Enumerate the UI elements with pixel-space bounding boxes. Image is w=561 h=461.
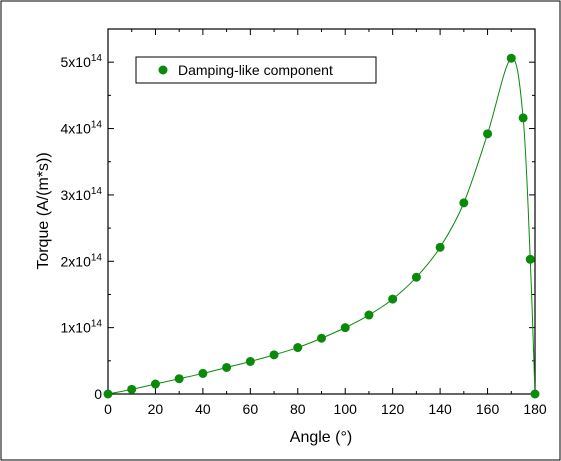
legend-box bbox=[135, 56, 377, 84]
data-point bbox=[174, 374, 184, 384]
y-tick-label-base: 3x10 bbox=[61, 187, 92, 203]
data-point bbox=[483, 129, 493, 139]
ticks bbox=[107, 29, 536, 395]
x-tick-labels: 0 20 40 60 80 100 120 140 160 180 bbox=[104, 401, 547, 417]
x-tick-label: 120 bbox=[381, 401, 405, 417]
data-point bbox=[269, 350, 279, 360]
legend: Damping-like component bbox=[135, 56, 377, 84]
data-point bbox=[150, 379, 160, 389]
series-fit-line bbox=[107, 57, 536, 395]
x-axis-title: Angle (°) bbox=[290, 429, 352, 446]
y-tick-label-base: 4x10 bbox=[61, 121, 92, 137]
data-point bbox=[530, 389, 540, 399]
data-point bbox=[506, 53, 516, 63]
data-point bbox=[411, 272, 421, 282]
data-point bbox=[103, 389, 113, 399]
x-tick-label: 40 bbox=[195, 401, 211, 417]
y-tick-label: 5x1014 bbox=[61, 53, 103, 70]
y-tick-label: 2x1014 bbox=[61, 252, 103, 269]
y-tick-label-base: 0 bbox=[94, 386, 102, 402]
x-tick-label: 60 bbox=[243, 401, 259, 417]
y-tick-label-exponent: 14 bbox=[91, 252, 103, 263]
x-tick-label: 160 bbox=[476, 401, 500, 417]
y-axis-title: Torque (A/(m*s)) bbox=[35, 152, 52, 269]
data-point bbox=[459, 198, 469, 208]
x-tick-label: 140 bbox=[428, 401, 452, 417]
x-tick-label: 0 bbox=[104, 401, 112, 417]
x-tick-label: 20 bbox=[148, 401, 164, 417]
series-points bbox=[103, 53, 540, 399]
data-point bbox=[340, 323, 350, 333]
y-tick-label: 1x1014 bbox=[61, 319, 103, 336]
data-point bbox=[388, 294, 398, 304]
data-point bbox=[364, 310, 374, 320]
x-tick-label: 80 bbox=[290, 401, 306, 417]
data-point bbox=[435, 242, 445, 252]
legend-marker bbox=[158, 65, 168, 75]
data-point bbox=[518, 113, 528, 123]
y-tick-label-exponent: 14 bbox=[91, 319, 103, 330]
data-point bbox=[293, 343, 303, 353]
data-point bbox=[245, 356, 255, 366]
legend-label: Damping-like component bbox=[178, 62, 333, 78]
y-tick-label: 3x1014 bbox=[61, 186, 103, 203]
y-tick-label-base: 5x10 bbox=[61, 54, 92, 70]
y-tick-label-base: 2x10 bbox=[61, 253, 92, 269]
y-tick-label-exponent: 14 bbox=[91, 53, 103, 64]
y-tick-label-exponent: 14 bbox=[91, 120, 103, 131]
y-tick-label-base: 1x10 bbox=[61, 320, 92, 336]
data-point bbox=[525, 254, 535, 264]
x-tick-label: 180 bbox=[523, 401, 547, 417]
y-tick-label-exponent: 14 bbox=[91, 186, 103, 197]
y-tick-label: 0 bbox=[94, 386, 102, 402]
data-point bbox=[127, 384, 137, 394]
x-tick-label: 100 bbox=[334, 401, 358, 417]
data-point bbox=[198, 368, 208, 378]
data-point bbox=[317, 333, 326, 343]
y-tick-label: 4x1014 bbox=[61, 120, 103, 137]
data-point bbox=[222, 362, 232, 372]
